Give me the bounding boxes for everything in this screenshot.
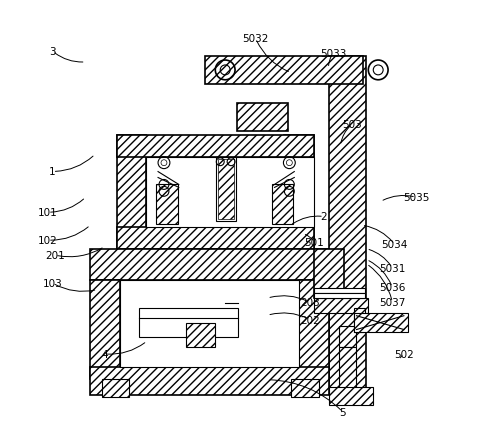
Text: 5034: 5034 (381, 240, 408, 250)
Bar (314, 289, 365, 293)
Bar (90, 249, 329, 280)
Bar (90, 367, 329, 395)
Text: 501: 501 (304, 238, 325, 248)
Text: 202: 202 (300, 315, 320, 325)
Text: 5037: 5037 (379, 298, 405, 308)
Bar (284, 136, 314, 249)
Text: 101: 101 (38, 208, 58, 218)
Bar (314, 293, 365, 298)
Bar (120, 280, 299, 367)
Text: 4: 4 (101, 349, 108, 359)
Bar (299, 280, 329, 379)
Bar (314, 249, 344, 298)
Text: 5: 5 (339, 407, 346, 417)
Bar (146, 158, 314, 227)
Text: 201: 201 (45, 250, 65, 260)
Bar (354, 313, 408, 333)
Bar (237, 104, 288, 132)
Bar (185, 323, 215, 348)
Bar (117, 136, 146, 249)
Bar (102, 379, 130, 397)
Bar (139, 308, 238, 338)
Bar (339, 326, 357, 348)
Bar (117, 227, 314, 249)
Text: 5033: 5033 (320, 49, 347, 59)
Bar (329, 57, 366, 392)
Text: 503: 503 (342, 120, 362, 130)
Bar (272, 185, 293, 224)
Text: 2: 2 (321, 212, 327, 222)
Bar (329, 387, 373, 404)
Text: 3: 3 (49, 47, 56, 57)
Bar (218, 159, 234, 220)
Text: 5035: 5035 (403, 193, 429, 203)
Bar (216, 158, 236, 221)
Bar (90, 280, 120, 379)
Bar (206, 57, 363, 85)
Bar (314, 298, 369, 313)
Text: 502: 502 (394, 349, 414, 359)
Text: 5032: 5032 (242, 34, 269, 44)
Bar (117, 136, 314, 158)
Text: 5036: 5036 (379, 283, 405, 293)
Text: 1: 1 (49, 167, 56, 177)
Text: 5031: 5031 (379, 263, 405, 273)
Bar (291, 379, 319, 397)
Bar (339, 348, 357, 397)
Bar (354, 308, 365, 333)
Bar (156, 185, 178, 224)
Text: 103: 103 (43, 279, 63, 289)
Text: 102: 102 (38, 236, 58, 246)
Text: 203: 203 (300, 298, 320, 308)
